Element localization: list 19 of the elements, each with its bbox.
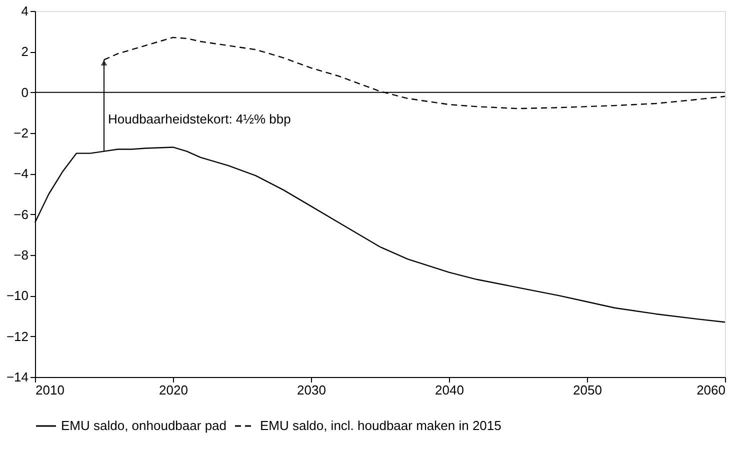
y-tick-label: 2 <box>21 44 28 60</box>
y-tick-label: −2 <box>14 126 28 140</box>
x-tick-label: 2020 <box>159 382 188 398</box>
y-tick-label: 0 <box>21 84 28 100</box>
y-tick-label: −6 <box>14 206 28 222</box>
legend-label: EMU saldo, incl. houdbaar maken in 2015 <box>260 418 502 433</box>
annotation: Houdbaarheidstekort: 4½% bbp <box>108 111 291 126</box>
y-tick-label: −4 <box>14 166 28 182</box>
y-tick-label: 4 <box>21 4 28 18</box>
x-tick-label: 2030 <box>297 382 326 398</box>
y-tick-label: −14 <box>6 370 28 384</box>
x-tick-label: 2060 <box>696 382 726 398</box>
y-tick-label: −8 <box>14 248 28 262</box>
x-tick-label: 2050 <box>573 382 602 398</box>
x-tick-label: 2010 <box>36 382 64 398</box>
y-tick-label: −10 <box>6 288 28 304</box>
x-tick-label: 2040 <box>435 382 464 398</box>
legend-label: EMU saldo, onhoudbaar pad <box>61 418 227 433</box>
y-tick-label: −12 <box>6 328 28 344</box>
